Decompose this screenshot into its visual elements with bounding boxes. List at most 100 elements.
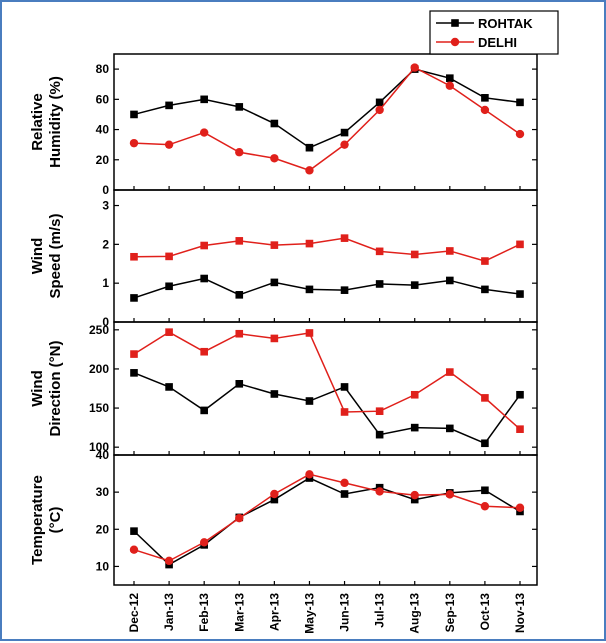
data-point-delhi	[516, 425, 524, 433]
data-point-delhi	[235, 148, 244, 157]
data-point-delhi	[129, 545, 139, 554]
data-point-delhi	[270, 334, 279, 343]
data-point-delhi	[305, 470, 314, 479]
legend: ROHTAK DELHI	[429, 10, 559, 55]
data-point-delhi	[481, 257, 489, 265]
data-point-rohtak	[130, 110, 138, 119]
x-tick-label: Jan-13	[162, 593, 176, 631]
data-point-rohtak	[270, 278, 279, 287]
data-point-rohtak	[446, 74, 454, 82]
data-point-rohtak	[446, 424, 454, 433]
y-tick-label: 200	[89, 362, 109, 376]
legend-marker-rohtak	[451, 19, 459, 27]
x-tick-label: Sep-13	[443, 593, 457, 633]
data-point-delhi	[305, 166, 314, 175]
data-point-delhi	[130, 350, 138, 358]
data-point-delhi	[235, 329, 244, 338]
data-point-delhi	[480, 502, 490, 511]
data-point-delhi	[130, 252, 138, 261]
x-tick-label: Aug-13	[408, 593, 422, 634]
series-line-rohtak	[133, 477, 521, 566]
legend-marker-delhi	[450, 37, 460, 47]
data-point-rohtak	[305, 285, 314, 294]
y-tick-label: 40	[96, 123, 110, 137]
y-tick-label: 20	[96, 153, 110, 167]
data-point-delhi	[446, 368, 454, 376]
data-point-rohtak	[305, 397, 314, 405]
y-axis-title-line: Temperature	[29, 475, 46, 565]
panel-frame	[113, 189, 538, 323]
data-point-rohtak	[130, 294, 138, 302]
panel-frame	[113, 321, 538, 456]
y-tick-label: 150	[89, 401, 109, 415]
data-point-rohtak	[165, 383, 173, 391]
data-point-rohtak	[235, 291, 244, 299]
data-point-delhi	[375, 407, 384, 415]
data-point-rohtak	[340, 128, 349, 137]
y-tick-label: 100	[89, 440, 109, 454]
y-tick-label: 40	[96, 448, 110, 462]
data-point-delhi	[445, 490, 455, 499]
y-tick-label: 2	[102, 237, 109, 251]
y-axis-title-line: Humidity (%)	[47, 76, 64, 168]
data-point-rohtak	[375, 280, 384, 288]
y-tick-label: 20	[96, 522, 110, 536]
data-point-delhi	[305, 239, 314, 248]
data-point-rohtak	[270, 390, 279, 398]
data-point-rohtak	[200, 95, 208, 104]
data-point-rohtak	[446, 276, 454, 285]
y-axis-title-line: (°C)	[47, 507, 64, 534]
data-point-delhi	[410, 63, 419, 72]
y-axis-title-line: Speed (m/s)	[47, 213, 64, 298]
y-tick-label: 250	[89, 323, 109, 337]
panel-temperature: 10 20 30 40 Temperature (°C)	[29, 448, 538, 586]
data-point-delhi	[515, 503, 525, 512]
data-point-rohtak	[165, 101, 173, 110]
data-point-rohtak	[481, 94, 489, 102]
y-axis-title-line: Direction (°N)	[47, 340, 64, 436]
series-line-rohtak	[133, 372, 521, 445]
y-tick-label: 60	[96, 92, 110, 106]
data-point-rohtak	[340, 490, 349, 498]
data-point-rohtak	[165, 282, 173, 291]
data-point-delhi	[164, 556, 174, 566]
data-point-rohtak	[516, 290, 524, 298]
data-point-delhi	[516, 240, 524, 249]
data-point-delhi	[129, 138, 139, 148]
y-axis-title-line: Wind	[29, 370, 46, 407]
data-point-rohtak	[410, 423, 419, 432]
data-point-delhi	[340, 140, 349, 149]
data-point-rohtak	[481, 486, 489, 495]
data-point-delhi	[165, 328, 173, 336]
legend-label-delhi: DELHI	[478, 35, 517, 50]
panel-humidity: 0 20 40 60 80 Relative Humidity (%)	[29, 53, 538, 197]
data-point-rohtak	[516, 98, 524, 107]
data-point-delhi	[199, 128, 209, 137]
data-point-rohtak	[270, 119, 279, 128]
panel-frame	[113, 53, 538, 191]
data-point-delhi	[200, 347, 208, 356]
data-point-delhi	[235, 237, 244, 245]
data-point-delhi	[165, 252, 173, 261]
y-axis-title-line: Wind	[29, 238, 46, 275]
data-point-delhi	[340, 478, 349, 488]
y-tick-label: 0	[102, 183, 109, 197]
data-point-rohtak	[340, 286, 349, 294]
x-tick-label: Dec-12	[127, 593, 141, 633]
data-point-rohtak	[410, 495, 419, 504]
data-point-rohtak	[375, 430, 384, 439]
data-point-delhi	[410, 390, 419, 399]
x-tick-label: Jul-13	[373, 593, 387, 628]
data-point-delhi	[235, 513, 244, 523]
data-point-rohtak	[516, 390, 524, 399]
data-point-delhi	[375, 247, 384, 256]
data-point-delhi	[375, 487, 384, 496]
x-tick-label: Oct-13	[478, 593, 492, 631]
y-tick-label: 3	[102, 199, 109, 213]
data-point-rohtak	[130, 369, 138, 377]
data-point-rohtak	[235, 380, 244, 388]
data-point-delhi	[200, 241, 208, 250]
series-line-rohtak	[133, 277, 521, 299]
